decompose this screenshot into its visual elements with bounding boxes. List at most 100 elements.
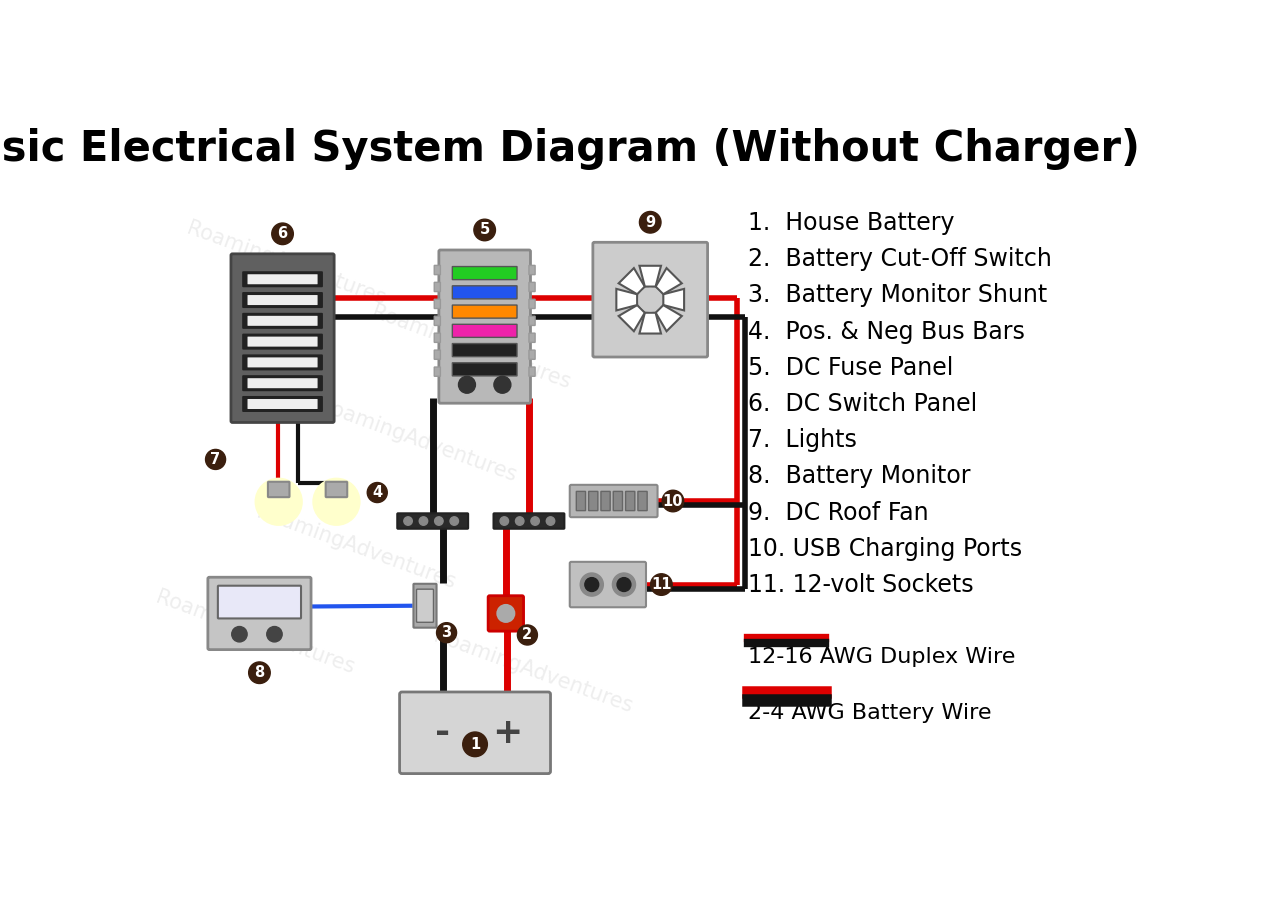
Circle shape [420,517,428,525]
FancyBboxPatch shape [416,589,434,623]
Text: 1.  House Battery: 1. House Battery [749,211,955,235]
FancyBboxPatch shape [434,367,440,376]
FancyBboxPatch shape [268,482,289,497]
Circle shape [436,623,457,643]
Text: RoamingAdventures: RoamingAdventures [315,395,520,485]
FancyBboxPatch shape [247,357,317,367]
Polygon shape [618,268,645,295]
FancyBboxPatch shape [529,299,535,308]
Text: +: + [492,715,522,750]
FancyBboxPatch shape [529,350,535,359]
Text: 11. 12-volt Sockets: 11. 12-volt Sockets [749,573,974,597]
FancyBboxPatch shape [434,316,440,325]
FancyBboxPatch shape [589,492,598,511]
FancyBboxPatch shape [218,585,301,618]
Text: RoamingAdventures: RoamingAdventures [430,626,635,716]
Circle shape [266,626,282,642]
Text: Basic Electrical System Diagram (Without Charger): Basic Electrical System Diagram (Without… [0,128,1139,170]
FancyBboxPatch shape [247,336,317,346]
Polygon shape [640,313,660,334]
FancyBboxPatch shape [529,265,535,275]
Circle shape [463,732,488,756]
FancyBboxPatch shape [247,399,317,409]
FancyBboxPatch shape [529,367,535,376]
Text: RoamingAdventures: RoamingAdventures [369,303,573,393]
FancyBboxPatch shape [397,514,468,529]
Text: 9.  DC Roof Fan: 9. DC Roof Fan [749,501,929,524]
Circle shape [531,517,539,525]
FancyBboxPatch shape [600,492,611,511]
Text: 4: 4 [372,485,383,500]
Circle shape [547,517,554,525]
FancyBboxPatch shape [434,350,440,359]
Polygon shape [663,289,684,311]
Text: 7: 7 [210,452,220,467]
FancyBboxPatch shape [325,482,347,497]
FancyBboxPatch shape [452,305,517,318]
FancyBboxPatch shape [452,344,517,356]
Polygon shape [618,305,645,331]
Text: 4.  Pos. & Neg Bus Bars: 4. Pos. & Neg Bus Bars [749,320,1025,344]
Circle shape [435,517,443,525]
Text: 2.  Battery Cut-Off Switch: 2. Battery Cut-Off Switch [749,247,1052,271]
Circle shape [662,490,684,512]
FancyBboxPatch shape [243,396,323,411]
FancyBboxPatch shape [452,363,517,376]
Circle shape [248,662,270,684]
FancyBboxPatch shape [247,275,317,285]
Circle shape [498,605,515,622]
Text: 11: 11 [652,577,672,592]
FancyBboxPatch shape [452,266,517,280]
Polygon shape [655,305,682,331]
Polygon shape [640,265,660,286]
Circle shape [612,573,635,596]
FancyBboxPatch shape [413,584,436,628]
FancyBboxPatch shape [452,285,517,299]
Text: -: - [435,715,451,750]
Circle shape [271,223,293,245]
Text: 10. USB Charging Ports: 10. USB Charging Ports [749,536,1023,561]
Circle shape [494,376,511,394]
FancyBboxPatch shape [637,492,648,511]
FancyBboxPatch shape [207,577,311,650]
FancyBboxPatch shape [529,334,535,343]
FancyBboxPatch shape [613,492,622,511]
Circle shape [617,577,631,592]
Circle shape [458,376,475,394]
FancyBboxPatch shape [243,272,323,286]
Text: 12-16 AWG Duplex Wire: 12-16 AWG Duplex Wire [749,646,1016,666]
Text: 1: 1 [470,737,480,752]
Text: 3.  Battery Monitor Shunt: 3. Battery Monitor Shunt [749,284,1047,307]
Circle shape [585,577,599,592]
FancyBboxPatch shape [434,283,440,292]
Circle shape [640,289,660,311]
Text: 9: 9 [645,215,655,230]
Circle shape [256,479,302,524]
Circle shape [516,517,524,525]
Text: 3: 3 [442,625,452,640]
Text: 5: 5 [480,223,490,237]
Circle shape [206,449,225,469]
FancyBboxPatch shape [452,325,517,337]
FancyBboxPatch shape [576,492,585,511]
Circle shape [232,626,247,642]
Text: RoamingAdventures: RoamingAdventures [253,503,458,594]
FancyBboxPatch shape [247,295,317,305]
FancyBboxPatch shape [230,254,334,423]
FancyBboxPatch shape [243,376,323,391]
FancyBboxPatch shape [570,484,658,517]
FancyBboxPatch shape [434,265,440,275]
Text: 8: 8 [255,665,265,680]
FancyBboxPatch shape [243,335,323,349]
Polygon shape [617,289,637,311]
Circle shape [403,517,412,525]
Circle shape [367,483,388,503]
FancyBboxPatch shape [570,562,646,607]
Text: 6.  DC Switch Panel: 6. DC Switch Panel [749,392,978,416]
FancyBboxPatch shape [434,299,440,308]
Text: 6: 6 [278,226,288,241]
Circle shape [500,517,508,525]
FancyBboxPatch shape [626,492,635,511]
Text: 8.  Battery Monitor: 8. Battery Monitor [749,464,972,488]
Text: RoamingAdventures: RoamingAdventures [154,587,357,678]
